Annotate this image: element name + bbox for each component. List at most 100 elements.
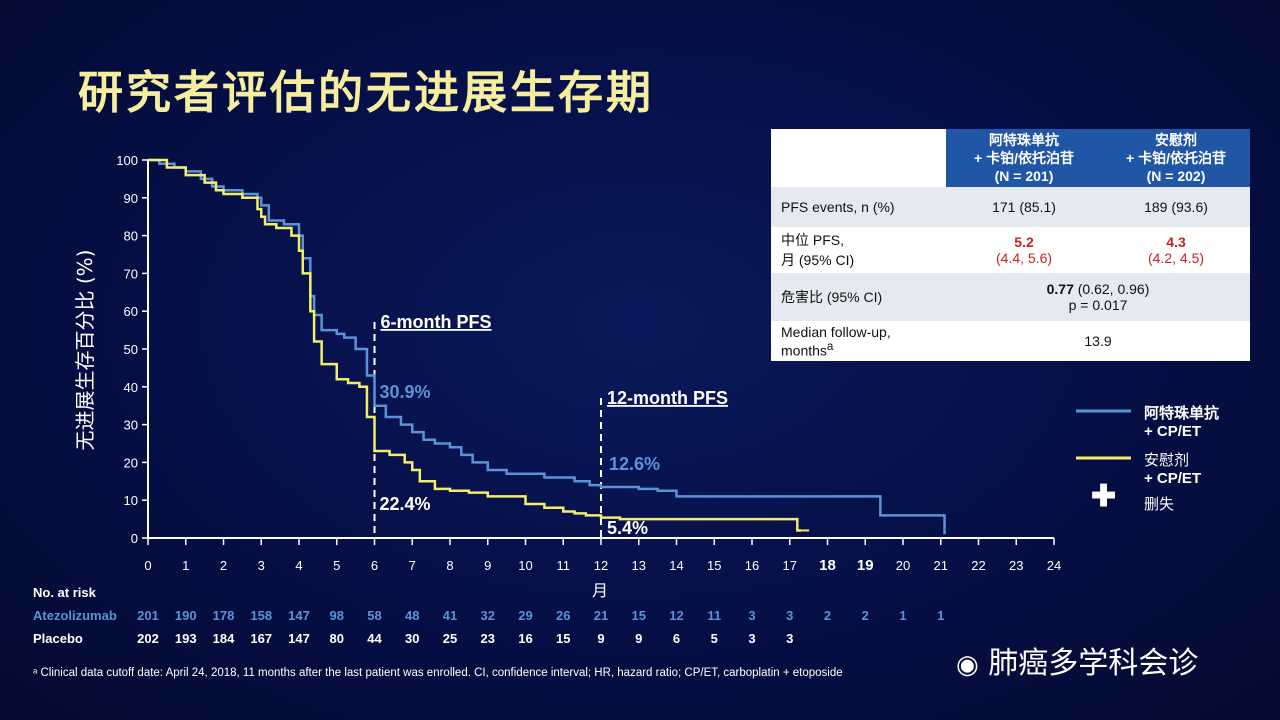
x-tick-label: 7 [409,558,416,573]
risk-cell: 16 [518,631,533,646]
y-tick-label: 50 [124,342,138,357]
x-tick-label: 8 [446,558,453,573]
atezo_12-value: 12.6% [609,454,660,474]
x-tick-label: 20 [896,558,910,573]
x-axis-label: 月 [592,581,608,600]
table-row: Median follow-up, monthsa 13.9 [781,323,1112,359]
risk-cell: 26 [556,608,571,623]
annotations: 6-month PFS 12-month PFS 30.9% 22.4% 12.6% 5.… [373,312,728,538]
legend-placebo-label: 安慰剂 + CP/ET [1144,452,1202,487]
wechat-icon: ◉ [956,650,979,680]
risk-cell: 147 [288,631,310,646]
watermark: ◉ 肺癌多学科会诊 [956,646,1199,681]
y-tick-label: 10 [124,493,138,508]
risk-cell: 190 [174,608,197,623]
placebo_12-value: 5.4% [607,518,648,538]
x-tick-label: 21 [934,558,948,573]
x-tick-label: 12 [594,558,608,573]
risk-cell: 29 [518,608,533,623]
risk-cell: 30 [405,631,420,646]
x-tick-label: 2 [220,558,227,573]
y-tick-label: 100 [116,153,138,168]
table-row: 中位 PFS, 月 (95% CI) 5.2 (4.4, 5.6) 4.3 (4.2,… [781,232,1205,268]
y-tick-label: 90 [124,191,138,206]
y-tick-label: 60 [124,304,138,319]
y-tick-label: 0 [131,531,138,546]
risk-atezo-label: Atezolizumab [33,608,117,623]
six_month-label: 6-month PFS [381,312,492,332]
risk-placebo-label: Placebo [33,631,83,646]
risk-cell: 178 [212,608,235,623]
risk-cell: 5 [710,631,718,646]
x-tick-label: 17 [783,558,797,573]
risk-cell: 2 [861,608,869,623]
twelve_month-label: 12-month PFS [607,388,728,408]
y-tick-label: 20 [124,455,138,470]
risk-cell: 3 [748,631,756,646]
legend-atezo-label: 阿特珠单抗 + CP/ET [1144,405,1220,440]
x-tick-label: 16 [745,558,759,573]
x-tick-label: 6 [371,558,378,573]
y-tick-label: 30 [124,418,138,433]
y-axis-label: 无进展生存百分比 (%) [73,250,97,451]
risk-cell: 3 [786,608,794,623]
risk-cell: 9 [597,631,605,646]
table-row: PFS events, n (%) 171 (85.1) 189 (93.6) [771,187,1250,227]
risk-cell: 11 [707,608,722,623]
footnote: ᵃ Clinical data cutoff date: April 24, 2… [33,667,843,679]
x-tick-label: 4 [295,558,302,573]
page-title: 研究者评估的无进展生存期 [78,66,655,119]
risk-header: No. at risk [33,585,96,600]
x-tick-label: 9 [484,558,491,573]
risk-cell: 9 [635,631,643,646]
risk-cell: 23 [480,631,495,646]
x-tick-label: 14 [669,558,683,573]
risk-cell: 158 [250,608,273,623]
risk-cell: 201 [137,608,159,623]
risk-cell: 193 [174,631,197,646]
risk-cell: 25 [442,631,458,646]
x-tick-label: 24 [1047,558,1061,573]
y-tick-label: 40 [124,380,138,395]
risk-cell: 202 [137,631,159,646]
risk-cell: 48 [405,608,420,623]
y-tick-label: 80 [124,229,138,244]
x-tick-label: 19 [857,557,874,574]
x-tick-label: 10 [518,558,532,573]
risk-cell: 44 [367,631,382,646]
risk-cell: 12 [669,608,684,623]
risk-cell: 147 [288,608,310,623]
curves [148,158,946,535]
risk-cell: 98 [329,608,344,623]
atezo_6-value: 30.9% [380,382,431,402]
risk-cell: 21 [593,608,609,623]
risk-cell: 1 [937,608,945,623]
x-tick-label: 1 [182,558,189,573]
risk-cell: 167 [250,631,273,646]
risk-cell: 2 [823,608,832,623]
x-tick-label: 13 [632,558,646,573]
table-row: 危害比 (95% CI) 0.77 (0.62, 0.96) p = 0.017 [771,273,1250,321]
x-tick-label: 15 [707,558,721,573]
x-tick-label: 0 [144,558,151,573]
risk-cell: 15 [556,631,571,646]
risk-cell: 15 [631,608,646,623]
placebo-curve [148,158,802,532]
risk-cell: 3 [748,608,756,623]
risk-cell: 41 [442,608,458,623]
risk-cell: 6 [672,631,681,646]
x-tick-label: 23 [1009,558,1023,573]
stats-table: 阿特珠单抗 + 卡铂/依托泊苷 (N = 201) 安慰剂 + 卡铂/依托泊苷 … [771,129,1250,361]
censor-plus-icon: ✚ [1091,480,1117,513]
risk-cell: 32 [480,608,495,623]
risk-cell: 1 [899,608,907,623]
risk-cell: 58 [367,608,382,623]
col-placebo-header: 安慰剂 + 卡铂/依托泊苷 (N = 202) [1102,129,1250,187]
x-tick-label: 11 [557,558,571,573]
legend-censor-label: 删失 [1144,496,1175,513]
risk-cell: 80 [329,631,344,646]
risk-cell: 3 [786,631,794,646]
risk-cell: 184 [212,631,235,646]
atezo-curve [148,158,946,535]
x-tick-label: 3 [258,558,265,573]
